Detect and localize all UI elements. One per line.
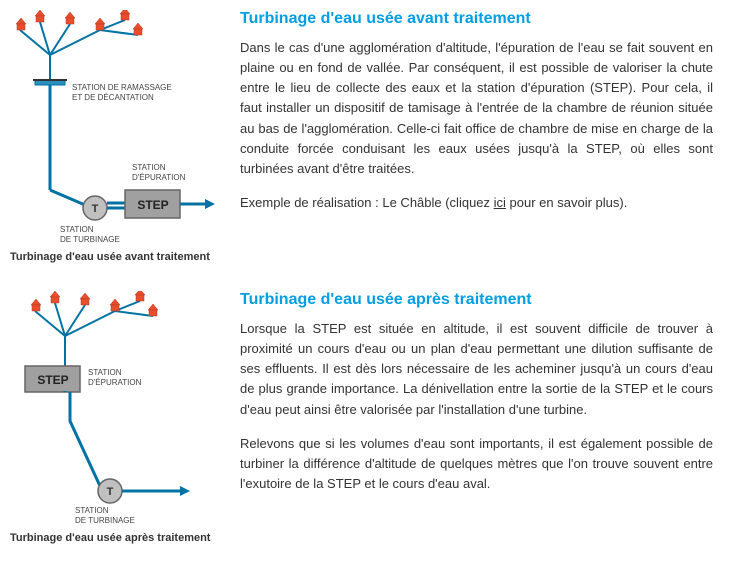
diagram-col-2: STEP STATION D'ÉPURATION T ST bbox=[10, 291, 220, 544]
step-label-2: STEP bbox=[37, 373, 68, 387]
diagram-col-1: STATION DE RAMASSAGE ET DE DÉCANTATION T… bbox=[10, 10, 220, 263]
p2-after: pour en savoir plus). bbox=[506, 195, 627, 210]
turbine-label-1: T bbox=[92, 203, 99, 215]
label-turbinage-1-l2: DE TURBINAGE bbox=[60, 235, 120, 244]
caption-1: Turbinage d'eau usée avant traitement bbox=[10, 251, 220, 263]
text-col-2: Turbinage d'eau usée après traitement Lo… bbox=[240, 291, 713, 494]
text-col-1: Turbinage d'eau usée avant traitement Da… bbox=[240, 10, 713, 213]
label-turbinage-2-l1: STATION bbox=[75, 506, 109, 515]
label-ramassage-l1: STATION DE RAMASSAGE bbox=[72, 83, 172, 92]
turbine-label-2: T bbox=[107, 486, 114, 498]
diagram-after-treatment: STEP STATION D'ÉPURATION T ST bbox=[10, 291, 220, 526]
para-1-1: Dans le cas d'une agglomération d'altitu… bbox=[240, 38, 713, 179]
label-ramassage-l2: ET DE DÉCANTATION bbox=[72, 93, 154, 102]
label-epuration-2-l2: D'ÉPURATION bbox=[88, 378, 142, 387]
link-ici[interactable]: ici bbox=[494, 195, 506, 210]
step-label-1: STEP bbox=[137, 198, 168, 212]
section-before-treatment: STATION DE RAMASSAGE ET DE DÉCANTATION T… bbox=[10, 10, 713, 263]
diagram-before-treatment: STATION DE RAMASSAGE ET DE DÉCANTATION T… bbox=[10, 10, 220, 245]
section-after-treatment: STEP STATION D'ÉPURATION T ST bbox=[10, 291, 713, 544]
label-turbinage-1-l1: STATION bbox=[60, 225, 94, 234]
caption-2: Turbinage d'eau usée après traitement bbox=[10, 532, 220, 544]
p2-before: Exemple de réalisation : Le Châble (cliq… bbox=[240, 195, 494, 210]
para-2-1: Lorsque la STEP est située en altitude, … bbox=[240, 319, 713, 420]
heading-1: Turbinage d'eau usée avant traitement bbox=[240, 10, 713, 28]
label-turbinage-2-l2: DE TURBINAGE bbox=[75, 516, 135, 525]
label-epuration-1-l2: D'ÉPURATION bbox=[132, 173, 186, 182]
label-epuration-1-l1: STATION bbox=[132, 163, 166, 172]
heading-2: Turbinage d'eau usée après traitement bbox=[240, 291, 713, 309]
para-2-2: Relevons que si les volumes d'eau sont i… bbox=[240, 434, 713, 494]
label-epuration-2-l1: STATION bbox=[88, 368, 122, 377]
para-1-2: Exemple de réalisation : Le Châble (cliq… bbox=[240, 193, 713, 213]
